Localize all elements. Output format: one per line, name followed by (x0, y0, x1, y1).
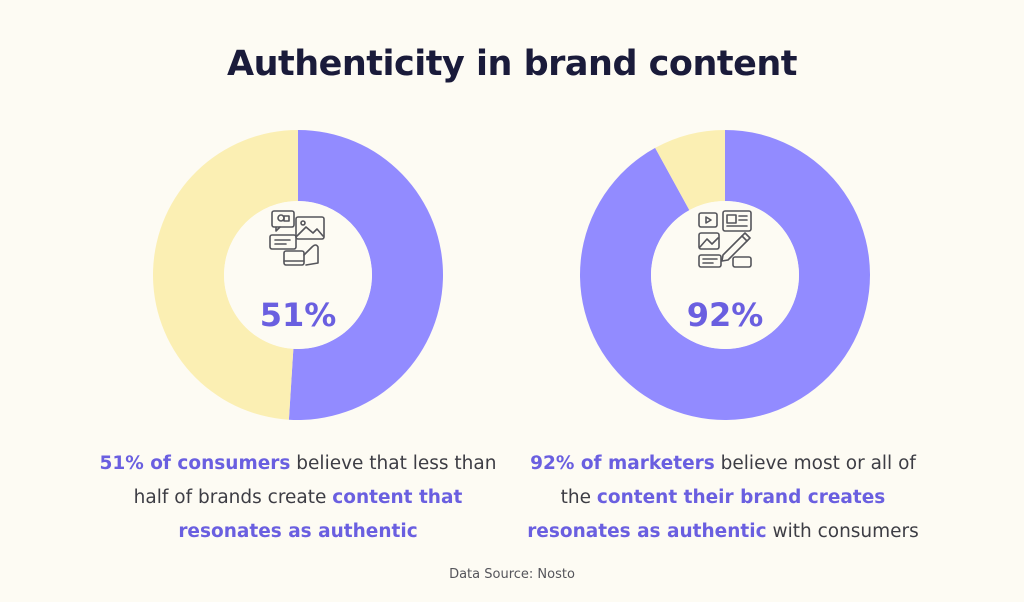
donut-hole-1 (651, 201, 799, 349)
donut-chart-marketers: 92% (580, 130, 870, 420)
donut-chart-consumers: 51% (153, 130, 443, 420)
page-title: Authenticity in brand content (226, 44, 798, 84)
donut-hole-0 (224, 201, 372, 349)
donut-slice-0-1 (153, 130, 298, 420)
content-creation-icon (698, 210, 752, 268)
social-media-chat-icon (269, 210, 325, 266)
data-source-note: Data Source: Nosto (449, 567, 575, 582)
caption-consumers-highlight-2: content that resonates as authentic (178, 487, 463, 542)
center-value-marketers: 92% (686, 296, 764, 334)
donut-slice-1-0 (580, 130, 870, 420)
donut-slice-0-0 (288, 130, 443, 420)
caption-consumers-text-1: believe that less than half of brands cr… (133, 453, 497, 508)
center-value-consumers: 51% (259, 296, 337, 334)
caption-consumers-highlight-1: 51% of consumers (99, 453, 291, 474)
caption-marketers-text-2: with consumers (766, 521, 919, 542)
donut-slice-1-1 (655, 130, 725, 211)
caption-marketers-text-1: believe most or all of the (560, 453, 916, 508)
donut-svg-marketers (580, 130, 870, 420)
donut-svg-consumers (153, 130, 443, 420)
caption-marketers: 92% of marketers believe most or all of … (523, 447, 923, 549)
caption-marketers-highlight-1: 92% of marketers (530, 453, 715, 474)
caption-marketers-highlight-2: content their brand creates resonates as… (527, 487, 886, 542)
caption-consumers: 51% of consumers believe that less than … (98, 447, 498, 549)
